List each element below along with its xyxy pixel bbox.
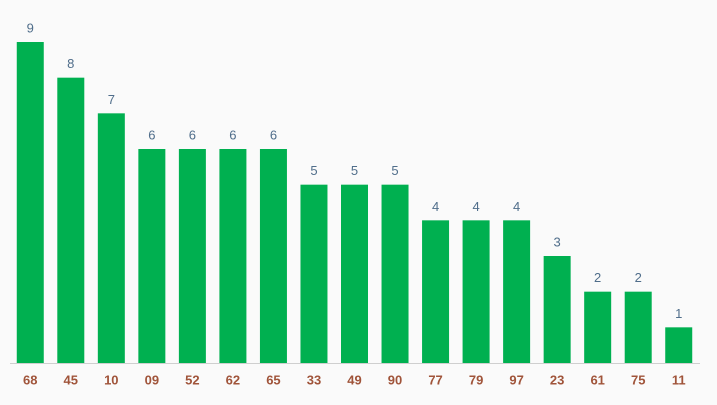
bar <box>584 291 612 363</box>
x-tick-label: 62 <box>226 372 240 387</box>
value-label: 9 <box>27 20 34 35</box>
x-tick-label: 10 <box>104 372 118 387</box>
x-tick-label: 11 <box>672 372 686 387</box>
bar <box>665 327 693 363</box>
bar <box>422 220 450 363</box>
bar <box>219 149 247 363</box>
value-label: 6 <box>229 127 236 142</box>
bar <box>138 149 166 363</box>
value-label: 4 <box>472 199 479 214</box>
bar <box>341 184 368 363</box>
bar <box>624 291 652 363</box>
x-tick-label: 23 <box>550 372 564 387</box>
bar <box>503 220 531 363</box>
x-tick-label: 68 <box>23 372 37 387</box>
bar <box>178 149 206 363</box>
bar <box>462 220 490 363</box>
x-tick-label: 49 <box>347 372 361 387</box>
x-tick-label: 61 <box>590 372 604 387</box>
value-label: 8 <box>67 56 74 71</box>
value-label: 2 <box>635 270 642 285</box>
bar <box>543 256 571 363</box>
x-tick-label: 65 <box>266 372 280 387</box>
x-tick-label: 09 <box>145 372 159 387</box>
x-tick-label: 77 <box>428 372 442 387</box>
bar <box>16 42 44 363</box>
value-label: 3 <box>554 234 561 249</box>
x-tick-label: 79 <box>469 372 483 387</box>
value-label: 5 <box>351 163 358 178</box>
bar <box>57 77 85 364</box>
value-label: 2 <box>594 270 601 285</box>
bar <box>259 149 287 363</box>
value-label: 6 <box>148 127 155 142</box>
bar <box>97 113 125 363</box>
value-label: 6 <box>270 127 277 142</box>
x-tick-label: 90 <box>388 372 402 387</box>
value-label: 5 <box>391 163 398 178</box>
value-label: 7 <box>108 92 115 107</box>
value-label: 4 <box>513 199 520 214</box>
value-label: 1 <box>675 306 682 321</box>
value-label: 4 <box>432 199 439 214</box>
x-tick-label: 97 <box>509 372 523 387</box>
bar <box>300 184 328 363</box>
x-tick-label: 33 <box>307 372 321 387</box>
x-tick-label: 52 <box>185 372 199 387</box>
x-tick-label: 45 <box>64 372 78 387</box>
value-label: 5 <box>310 163 317 178</box>
value-label: 6 <box>189 127 196 142</box>
bar <box>381 184 409 363</box>
x-tick-label: 75 <box>631 372 645 387</box>
